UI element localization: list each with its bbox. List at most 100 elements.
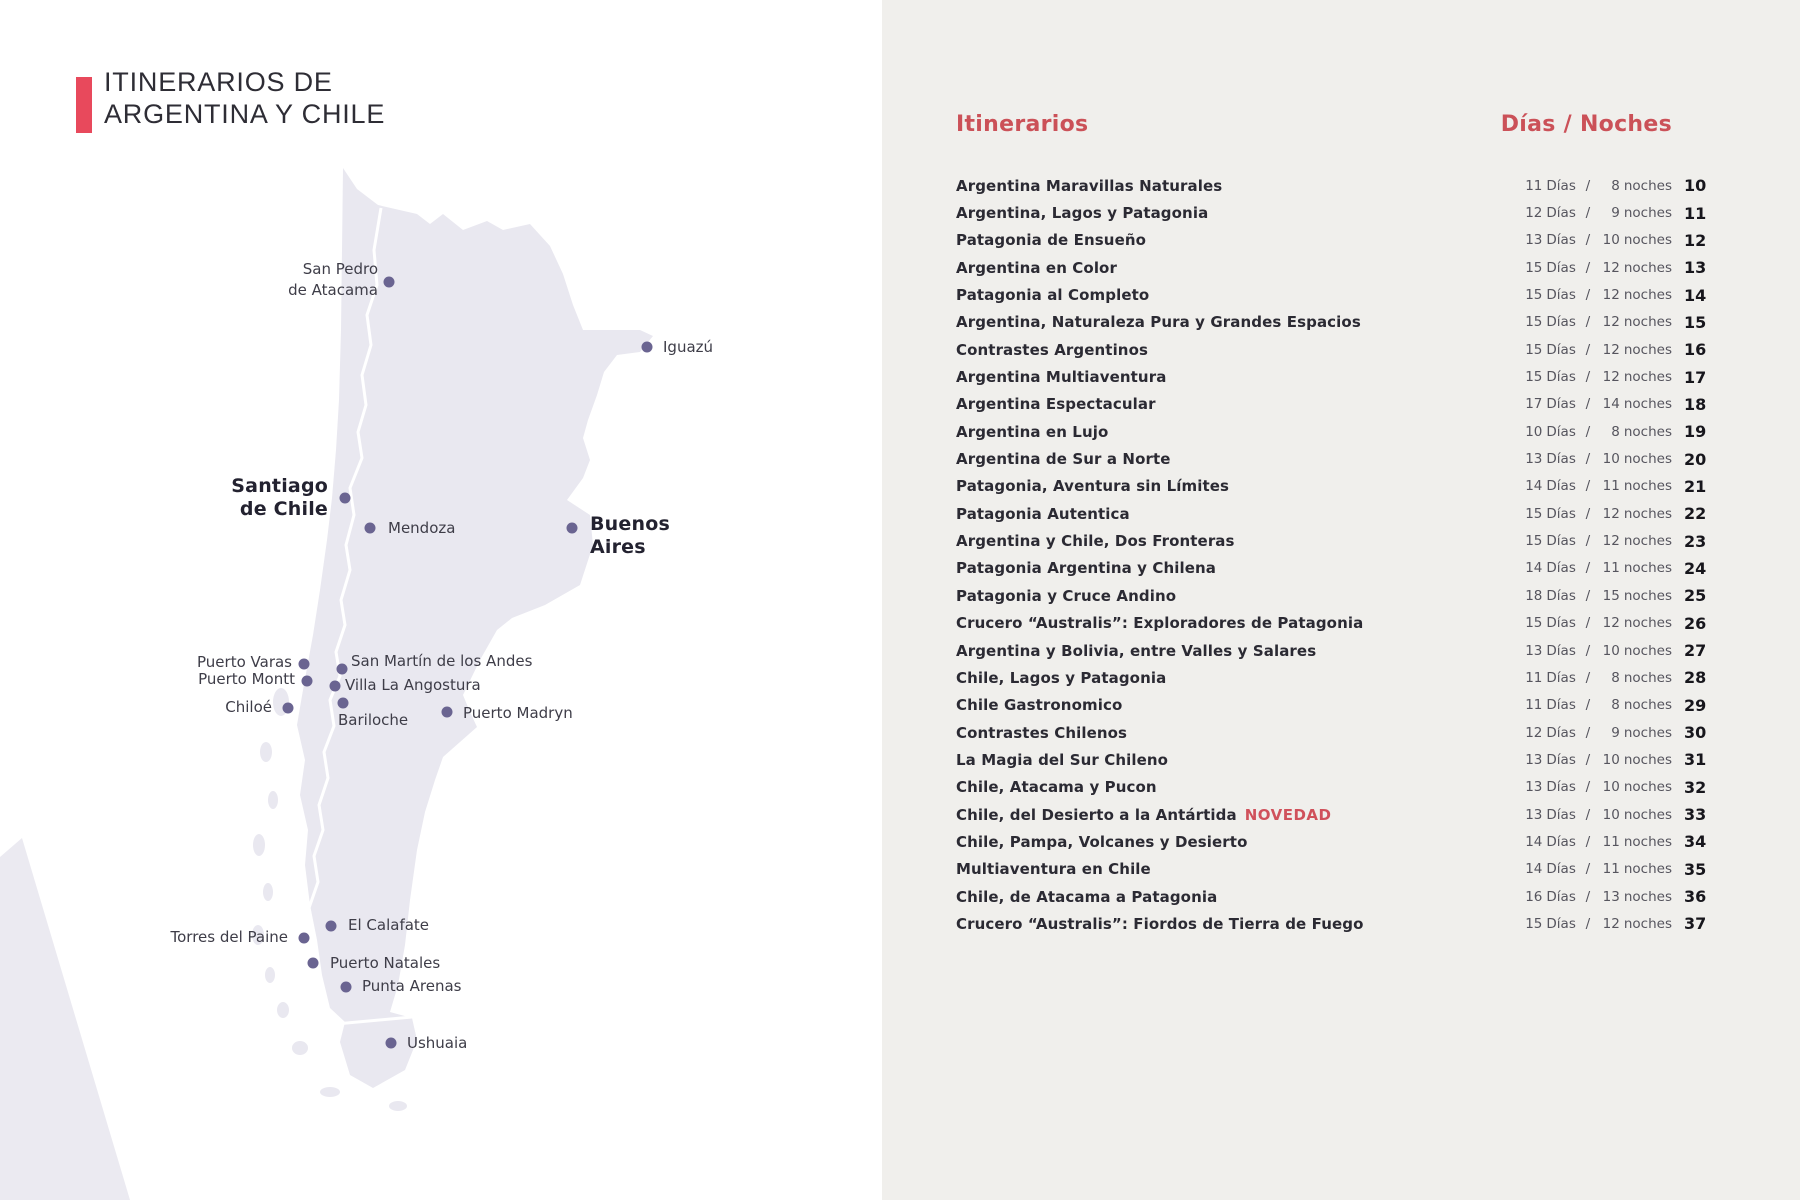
nights-word: noches: [1623, 669, 1672, 686]
nights-value: 8: [1611, 697, 1620, 714]
itinerary-row: Argentina Maravillas Naturales 11 Días / 8 no…: [882, 172, 1800, 199]
villa-la-angostura-dot: [329, 680, 341, 692]
list-headings: Itinerarios Días / Noches: [882, 112, 1800, 137]
novedad-badge: NOVEDAD: [1244, 805, 1332, 824]
nights-value: 12: [1602, 259, 1620, 276]
itinerary-name: Chile, Pampa, Volcanes y Desierto: [956, 832, 1248, 851]
page-number: 10: [1684, 176, 1707, 196]
days-value: 15: [1525, 314, 1543, 331]
itinerary-row: Chile, Lagos y Patagonia 11 Días / 8 noches 28: [882, 664, 1800, 691]
itinerary-row: Chile Gastronomico 11 Días / 8 noches 29: [882, 692, 1800, 719]
page-number: 20: [1684, 449, 1707, 469]
page-number: 26: [1684, 613, 1707, 633]
chile-argentina-border: [304, 207, 383, 1016]
days-nights-cell: 15 Días / 12 noches: [1520, 533, 1672, 549]
landmass-shape: [297, 168, 653, 1088]
itinerary-row: Argentina en Lujo 10 Días / 8 noches 19: [882, 418, 1800, 445]
puerto-varas-label: Puerto Varas: [197, 652, 292, 671]
separator: /: [1585, 779, 1591, 796]
itinerary-row: Argentina y Bolivia, entre Valles y Sala…: [882, 637, 1800, 664]
itinerary-name: Chile, Lagos y Patagonia: [956, 668, 1167, 687]
days-value: 14: [1525, 833, 1543, 850]
nights-word: noches: [1623, 806, 1672, 823]
separator: /: [1585, 615, 1591, 632]
page-number: 22: [1684, 504, 1707, 524]
days-value: 13: [1525, 751, 1543, 768]
days-nights-cell: 10 Días / 8 noches: [1520, 424, 1672, 440]
chilean-archipelago: [252, 688, 407, 1111]
chiloe-label: Chiloé: [225, 697, 272, 716]
days-word: Días: [1546, 888, 1576, 905]
nights-word: noches: [1623, 423, 1672, 440]
itinerary-name: Argentina Maravillas Naturales: [956, 176, 1223, 195]
separator: /: [1585, 396, 1591, 413]
nights-value: 12: [1602, 533, 1620, 550]
page-number: 37: [1684, 914, 1707, 934]
days-nights-cell: 11 Días / 8 noches: [1520, 670, 1672, 686]
puerto-montt-label: Puerto Montt: [198, 669, 295, 688]
itinerary-name: Argentina y Bolivia, entre Valles y Sala…: [956, 641, 1317, 660]
days-value: 15: [1525, 505, 1543, 522]
iguazu-label: Iguazú: [663, 337, 714, 356]
itinerary-name: Patagonia Autentica: [956, 504, 1130, 523]
itinerary-name: La Magia del Sur Chileno: [956, 750, 1169, 769]
page-number: 19: [1684, 422, 1707, 442]
days-word: Días: [1546, 423, 1576, 440]
nights-value: 12: [1602, 341, 1620, 358]
days-value: 13: [1525, 806, 1543, 823]
iguazu-dot: [641, 341, 653, 353]
page-number: 36: [1684, 887, 1707, 907]
days-value: 15: [1525, 615, 1543, 632]
days-nights-cell: 15 Días / 12 noches: [1520, 506, 1672, 522]
separator: /: [1585, 451, 1591, 468]
separator: /: [1585, 915, 1591, 932]
itinerary-name: Patagonia de Ensueño: [956, 231, 1147, 250]
days-nights-cell: 14 Días / 11 noches: [1520, 478, 1672, 494]
itinerary-row: Chile, Pampa, Volcanes y Desierto 14 Días /…: [882, 828, 1800, 855]
itinerary-row: Argentina en Color 15 Días / 12 noches 13: [882, 254, 1800, 281]
separator: /: [1585, 697, 1591, 714]
days-value: 12: [1525, 205, 1543, 222]
page-number: 23: [1684, 531, 1707, 551]
days-nights-cell: 12 Días / 9 noches: [1520, 205, 1672, 221]
itinerary-panel: Itinerarios Días / Noches Argentina Mara…: [882, 0, 1800, 1200]
days-value: 11: [1525, 697, 1543, 714]
nights-word: noches: [1623, 287, 1672, 304]
separator: /: [1585, 724, 1591, 741]
days-nights-cell: 13 Días / 10 noches: [1520, 779, 1672, 795]
page-number: 21: [1684, 476, 1707, 496]
nights-word: noches: [1623, 314, 1672, 331]
itinerary-row: Chile, del Desierto a la Antártida NOVEDA…: [882, 801, 1800, 828]
nights-value: 10: [1602, 779, 1620, 796]
nights-value: 12: [1602, 287, 1620, 304]
itinerary-row: La Magia del Sur Chileno 13 Días / 10 noches 3…: [882, 746, 1800, 773]
nights-word: noches: [1623, 205, 1672, 222]
page-number: 15: [1684, 312, 1707, 332]
santiago-de-chile-label: Santiago de Chile: [231, 475, 328, 520]
nights-value: 8: [1611, 177, 1620, 194]
days-word: Días: [1546, 232, 1576, 249]
days-nights-cell: 15 Días / 12 noches: [1520, 369, 1672, 385]
separator: /: [1585, 533, 1591, 550]
days-nights-cell: 15 Días / 12 noches: [1520, 615, 1672, 631]
magellan-strait: [335, 1015, 413, 1026]
days-word: Días: [1546, 751, 1576, 768]
puerto-madryn-dot: [441, 706, 453, 718]
nights-word: noches: [1623, 478, 1672, 495]
nights-word: noches: [1623, 451, 1672, 468]
days-value: 10: [1525, 423, 1543, 440]
san-pedro-de-atacama-dot: [383, 276, 395, 288]
mendoza-dot: [364, 522, 376, 534]
separator: /: [1585, 751, 1591, 768]
page-number: 11: [1684, 203, 1707, 223]
mendoza-label: Mendoza: [388, 518, 456, 537]
itinerary-row: Crucero “Australis”: Fiordos de Tierra d…: [882, 910, 1800, 937]
separator: /: [1585, 861, 1591, 878]
san-pedro-de-atacama-label: San Pedro de Atacama: [288, 260, 378, 299]
page-title: ITINERARIOS DE ARGENTINA Y CHILE: [104, 66, 385, 130]
itinerary-row: Patagonia de Ensueño 13 Días / 10 noches 12: [882, 227, 1800, 254]
days-nights-cell: 13 Días / 10 noches: [1520, 451, 1672, 467]
page-number: 27: [1684, 641, 1707, 661]
itinerary-name: Argentina Multiaventura: [956, 368, 1167, 387]
days-nights-cell: 12 Días / 9 noches: [1520, 725, 1672, 741]
